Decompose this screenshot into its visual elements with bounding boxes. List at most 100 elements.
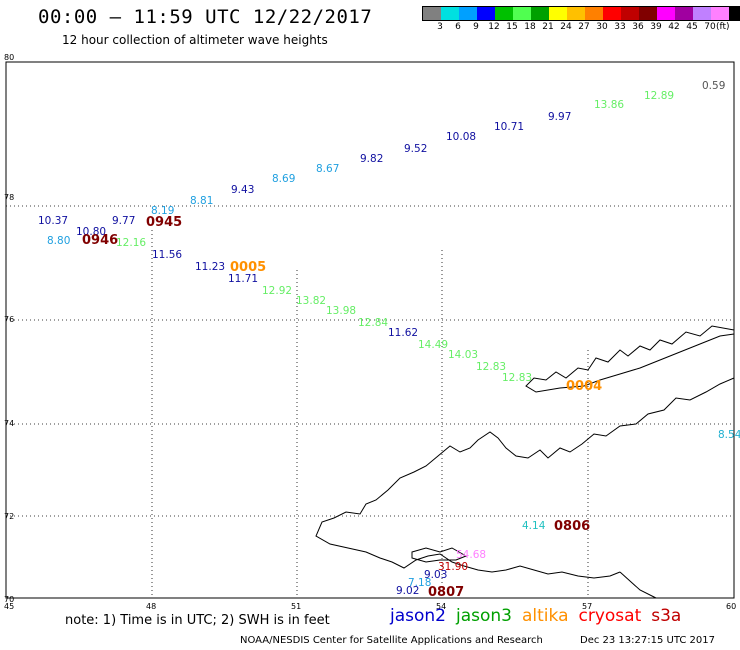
wave-height-label: 14.03 [448,349,478,361]
satellite-legend: jason2 jason3 altika cryosat s3a [390,606,681,626]
lon-tick-label: 57 [582,602,592,611]
pass-time-label: 0806 [554,519,590,534]
page-title: 00:00 – 11:59 UTC 12/22/2017 [38,6,373,28]
color-swatch [567,7,585,20]
wave-height-label: 9.52 [404,143,427,155]
color-swatch [693,7,711,20]
lat-tick-label: 72 [4,512,14,521]
satellite-legend-item: s3a [651,606,682,626]
color-swatch [531,7,549,20]
coastline-islets [411,547,468,563]
color-legend-label: 36 [632,22,644,32]
pass-time-label: 0946 [82,233,118,248]
credit-text: NOAA/NESDIS Center for Satellite Applica… [240,635,543,646]
wave-height-label: 9.82 [360,153,383,165]
wave-height-label: 12.16 [116,237,146,249]
wave-height-label: 8.54 [718,429,740,441]
wave-height-label: 10.37 [38,215,68,227]
color-legend-label: 27 [578,22,590,32]
color-swatch [495,7,513,20]
color-swatch [459,7,477,20]
color-swatch [657,7,675,20]
coastline-north-shore [525,325,735,393]
pass-time-label: 0004 [566,379,602,394]
wave-height-label: 8.67 [316,163,339,175]
color-legend-label: 12 [488,22,500,32]
wave-height-label: 12.84 [358,317,388,329]
wave-height-label: 10.71 [494,121,524,133]
wave-height-label: 12.83 [502,372,532,384]
coastline [315,325,735,599]
satellite-legend-item: jason3 [456,606,512,626]
wave-height-label: 12.83 [476,361,506,373]
pass-time-label: 0945 [146,215,182,230]
satellite-legend-item: cryosat [578,606,642,626]
wave-height-label: 14.49 [418,339,448,351]
wave-height-label: 13.86 [594,99,624,111]
color-legend-label: 6 [455,22,461,32]
color-legend-unit: (ft) [716,22,730,32]
wave-height-label: 9.97 [548,111,571,123]
wave-height-label: 8.80 [47,235,70,247]
lon-tick-label: 54 [436,602,446,611]
wave-height-label: 31.90 [438,561,468,573]
wave-height-label: 0.59 [702,80,725,92]
lat-tick-label: 80 [4,53,14,62]
color-swatch [585,7,603,20]
lon-tick-label: 60 [726,602,736,611]
lon-tick-label: 45 [4,602,14,611]
color-legend-label: 21 [542,22,554,32]
color-legend-label: 24 [560,22,572,32]
color-swatch [603,7,621,20]
color-legend-bar [422,6,740,21]
lon-tick-label: 48 [146,602,156,611]
pass-time-labels: 0945 0946 0005 0004 0806 0807 [82,215,602,600]
wave-height-label: 11.23 [195,261,225,273]
lon-tick-label: 51 [291,602,301,611]
color-legend-label: 15 [506,22,518,32]
color-legend-label: 39 [650,22,662,32]
wave-height-label: 12.92 [262,285,292,297]
color-swatch [513,7,531,20]
color-swatch [477,7,495,20]
wave-height-label: 13.98 [326,305,356,317]
wave-height-label: 11.62 [388,327,418,339]
color-legend-label: 42 [668,22,680,32]
lat-tick-label: 78 [4,193,14,202]
wave-height-label: 8.81 [190,195,213,207]
wave-height-label: 9.77 [112,215,135,227]
color-legend-labels: 3 6 9 12 15 18 21 24 27 30 33 36 39 42 45 70 [422,22,716,32]
satellite-legend-item: jason2 [390,606,446,626]
color-legend-label: 3 [437,22,443,32]
color-legend-label: 45 [686,22,698,32]
wave-height-label: 54.68 [456,549,486,561]
lat-tick-label: 74 [4,419,14,428]
wave-height-label: 11.56 [152,249,182,261]
wave-height-label: 8.69 [272,173,295,185]
graticule [6,205,734,598]
timestamp-text: Dec 23 13:27:15 UTC 2017 [580,635,715,646]
color-swatch [441,7,459,20]
wave-height-labels: 0.59 12.89 13.86 9.97 10.71 10.08 9.52 9.82 8.67… [38,80,740,597]
color-legend-label: 18 [524,22,536,32]
color-swatch [621,7,639,20]
color-legend-label: 9 [473,22,479,32]
wave-height-label: 11.71 [228,273,258,285]
wave-height-label: 4.14 [522,520,546,532]
lat-tick-label: 76 [4,315,14,324]
wave-height-label: 13.82 [296,295,326,307]
page-subtitle: 12 hour collection of altimeter wave hei… [62,33,328,47]
color-legend-label: 30 [596,22,608,32]
coastline-east [619,571,657,599]
pass-time-label: 0005 [230,260,266,275]
color-swatch [549,7,567,20]
wave-height-label: 9.43 [231,184,254,196]
color-swatch [711,7,729,20]
wave-height-label: 8.19 [151,205,174,217]
wave-height-label: 9.03 [424,569,447,581]
color-legend-label: 70 [704,22,716,32]
color-legend-label: 33 [614,22,626,32]
color-swatch [675,7,693,20]
